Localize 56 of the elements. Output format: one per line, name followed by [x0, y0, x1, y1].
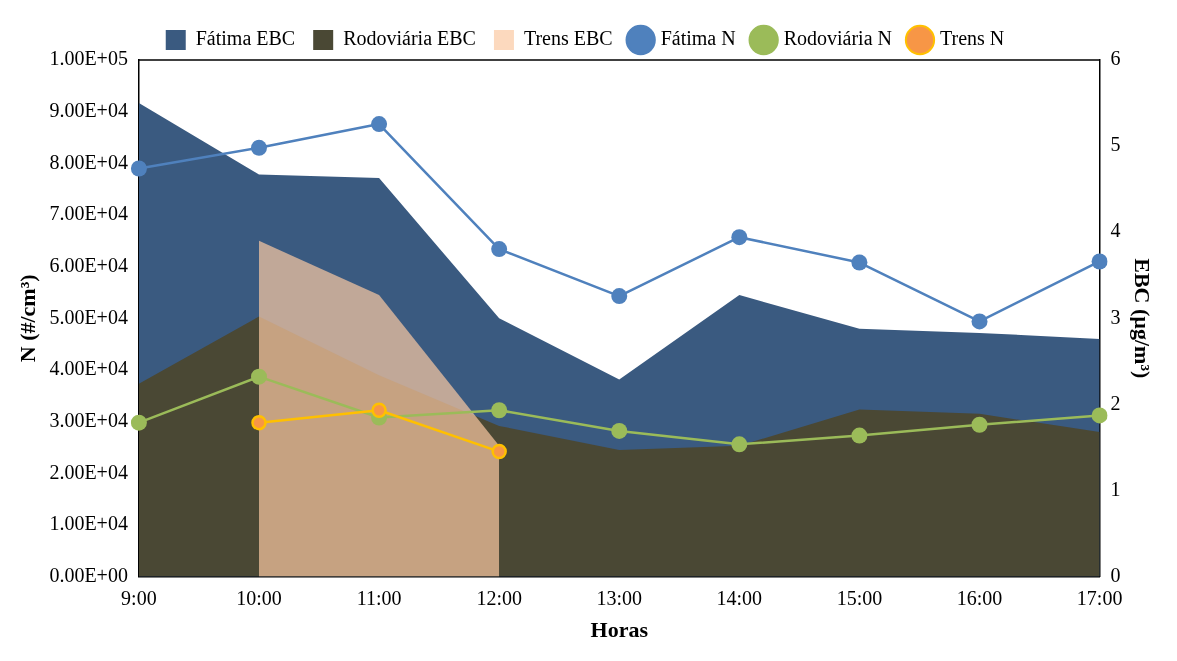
y2-tick-label: 3 — [1110, 305, 1121, 328]
point — [851, 427, 868, 444]
y-tick-label: 5.00E+04 — [49, 305, 128, 328]
point — [1091, 407, 1108, 424]
y-tick-label: 1.00E+05 — [49, 47, 128, 70]
y-tick-label: 4.00E+04 — [49, 357, 128, 380]
x-tick-label: 17:00 — [1076, 586, 1123, 609]
point — [731, 436, 748, 453]
y2-tick-label: 1 — [1110, 477, 1121, 500]
y2-tick-label: 0 — [1110, 563, 1121, 586]
point — [851, 254, 868, 271]
y-tick-label: 0.00E+00 — [49, 563, 128, 586]
x-axis-title: Horas — [590, 617, 649, 643]
point — [251, 414, 267, 431]
x-tick-label: 9:00 — [121, 586, 157, 609]
point — [250, 139, 267, 156]
point — [611, 288, 628, 305]
legend-label: Trens N — [939, 27, 1005, 50]
point — [731, 229, 748, 246]
x-tick-label: 14:00 — [716, 586, 763, 609]
y2-tick-label: 4 — [1110, 219, 1121, 242]
point — [971, 416, 988, 433]
x-tick-label: 12:00 — [476, 586, 522, 609]
legend-label: Rodoviária EBC — [343, 27, 476, 50]
point — [371, 116, 388, 133]
y2-axis-title: EBC (µg/m³) — [1130, 258, 1156, 379]
y-axis-title: N (#/cm³) — [14, 274, 40, 363]
legend-label: Fátima N — [660, 27, 736, 50]
point — [371, 402, 387, 419]
point — [611, 422, 628, 439]
y-tick-label: 9.00E+04 — [49, 98, 128, 121]
x-tick-label: 11:00 — [356, 586, 402, 609]
point — [250, 368, 267, 385]
y2-tick-label: 6 — [1110, 47, 1121, 70]
y2-tick-label: 2 — [1110, 391, 1121, 414]
x-tick-label: 13:00 — [596, 586, 643, 609]
y-tick-label: 2.00E+04 — [49, 460, 128, 483]
y-tick-label: 8.00E+04 — [49, 150, 128, 173]
point — [491, 402, 508, 419]
x-tick-label: 16:00 — [956, 586, 1003, 609]
legend-label: Fátima EBC — [195, 27, 296, 50]
x-tick-label: 10:00 — [236, 586, 282, 609]
y2-tick-label: 5 — [1110, 133, 1121, 156]
point — [491, 443, 507, 460]
legend-label: Rodoviária N — [783, 27, 892, 50]
x-tick-label: 15:00 — [836, 586, 883, 609]
legend-label: Trens EBC — [523, 27, 613, 50]
y-tick-label: 7.00E+04 — [49, 202, 128, 225]
point — [130, 160, 147, 177]
point — [491, 241, 508, 258]
point — [130, 414, 147, 431]
y-tick-label: 1.00E+04 — [49, 512, 128, 535]
y-tick-label: 3.00E+04 — [49, 408, 128, 431]
point — [971, 313, 988, 330]
y-tick-label: 6.00E+04 — [49, 253, 128, 276]
point — [1091, 253, 1108, 270]
